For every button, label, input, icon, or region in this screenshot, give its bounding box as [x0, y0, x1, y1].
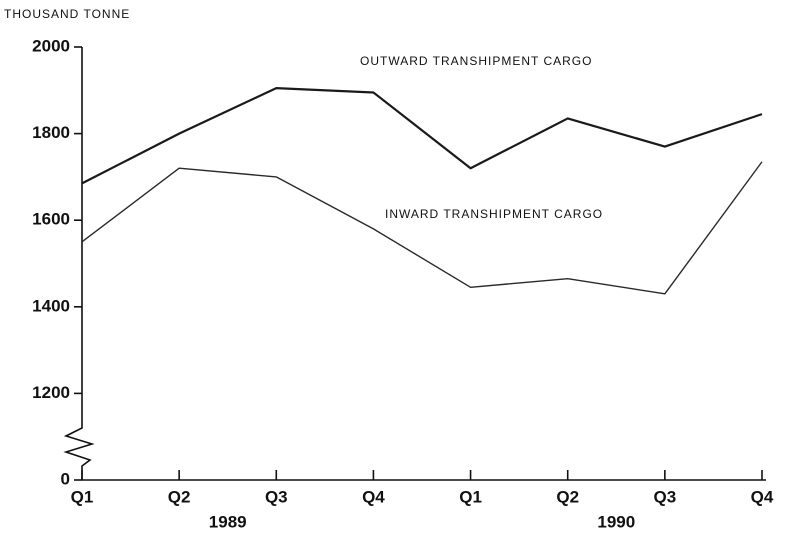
y-tick-label: 0: [61, 469, 70, 488]
x-tick-label: Q4: [362, 487, 385, 506]
y-tick-label: 2000: [32, 36, 70, 55]
x-tick-label: Q4: [751, 487, 774, 506]
year-label: 1989: [209, 512, 247, 531]
series-line: [81, 87, 763, 185]
x-tick-label: Q2: [168, 487, 191, 506]
y-tick-label: 1400: [32, 296, 70, 315]
year-label: 1990: [597, 512, 635, 531]
x-tick-label: Q1: [459, 487, 482, 506]
x-tick-label: Q3: [265, 487, 288, 506]
x-tick-label: Q1: [71, 487, 94, 506]
y-axis: [63, 47, 95, 480]
y-tick-label: 1600: [32, 210, 70, 229]
y-axis-label: THOUSAND TONNE: [4, 7, 130, 21]
x-tick-label: Q2: [556, 487, 579, 506]
series-label: OUTWARD TRANSHIPMENT CARGO: [360, 54, 592, 68]
y-tick-label: 1200: [32, 383, 70, 402]
series-line: [81, 161, 763, 295]
series-label: INWARD TRANSHIPMENT CARGO: [385, 207, 603, 221]
x-tick-label: Q3: [654, 487, 677, 506]
y-tick-label: 1800: [32, 123, 70, 142]
